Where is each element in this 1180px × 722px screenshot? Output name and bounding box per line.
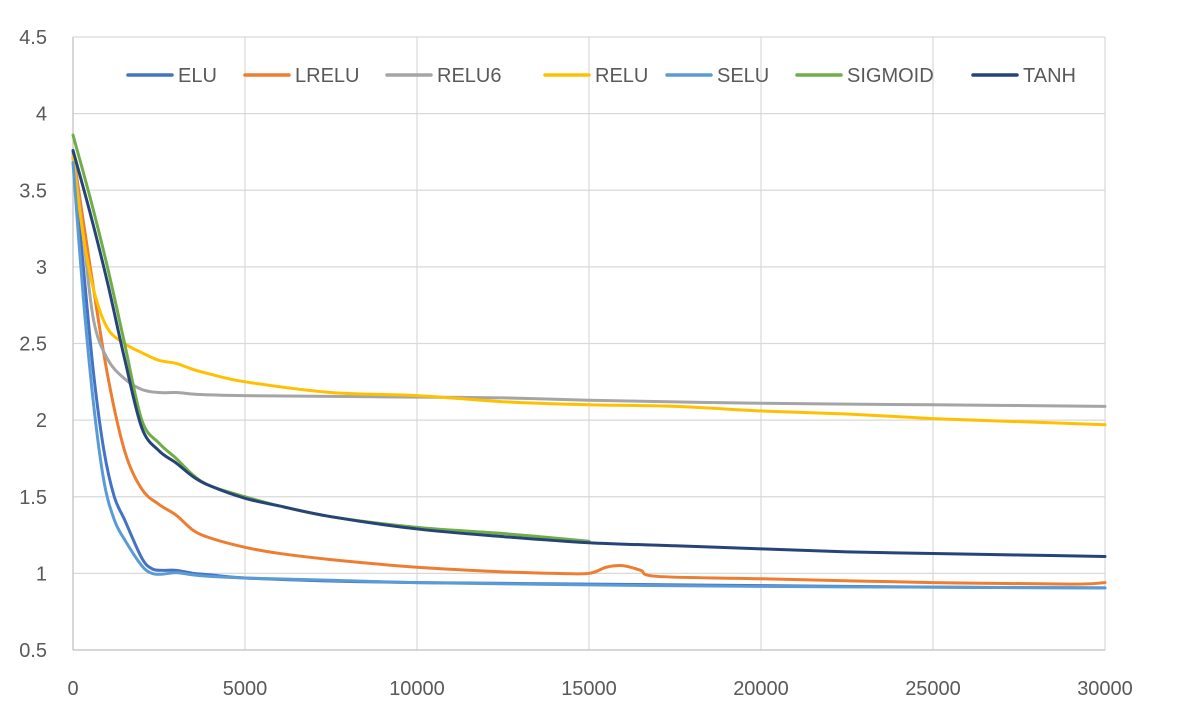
series-line-sigmoid: [71, 133, 591, 543]
legend-label: SELU: [717, 65, 769, 87]
y-tick-label: 3.5: [19, 180, 47, 202]
legend-label: RELU6: [437, 65, 501, 87]
series-line-tanh: [71, 148, 1107, 559]
legend-label: ELU: [178, 65, 217, 87]
legend-item-sigmoid: SIGMOID: [795, 65, 934, 87]
x-tick-label: 25000: [905, 678, 961, 700]
y-tick-label: 2.5: [19, 334, 47, 356]
y-tick-label: 4: [36, 104, 47, 126]
legend-item-relu6: RELU6: [385, 65, 501, 87]
legend-item-relu: RELU: [543, 65, 648, 87]
series-lines: [71, 133, 1107, 590]
x-tick-label: 15000: [561, 678, 617, 700]
series-line-lrelu: [71, 150, 1107, 586]
series-line-relu6: [71, 150, 1107, 408]
y-tick-label: 0.5: [19, 640, 47, 662]
y-tick-label: 1.5: [19, 487, 47, 509]
y-tick-label: 4.5: [19, 27, 47, 49]
x-tick-label: 0: [67, 678, 78, 700]
grid: [73, 36, 1106, 650]
x-tick-label: 20000: [733, 678, 789, 700]
series-line-relu: [71, 155, 1107, 427]
legend-item-elu: ELU: [126, 65, 217, 87]
legend-item-selu: SELU: [665, 65, 769, 87]
legend-label: LRELU: [295, 65, 359, 87]
legend-label: RELU: [595, 65, 648, 87]
y-tick-label: 2: [36, 410, 47, 432]
y-tick-label: 1: [36, 563, 47, 585]
legend-item-lrelu: LRELU: [243, 65, 359, 87]
axes: 0.5 1 1.5 2 2.5 3 3.5 4 4.5 0 5000 10000 15000 20000 2…: [19, 27, 1133, 700]
series-line-selu: [71, 161, 1107, 590]
x-tick-label: 10000: [389, 678, 445, 700]
legend-label: TANH: [1023, 65, 1076, 87]
legend-label: SIGMOID: [847, 65, 934, 87]
x-tick-label: 30000: [1077, 678, 1133, 700]
legend: ELU LRELU RELU6 RELU SELU SIGMOID TANH: [126, 65, 1076, 87]
y-tick-label: 3: [36, 257, 47, 279]
x-tick-label: 5000: [223, 678, 268, 700]
legend-item-tanh: TANH: [971, 65, 1076, 87]
